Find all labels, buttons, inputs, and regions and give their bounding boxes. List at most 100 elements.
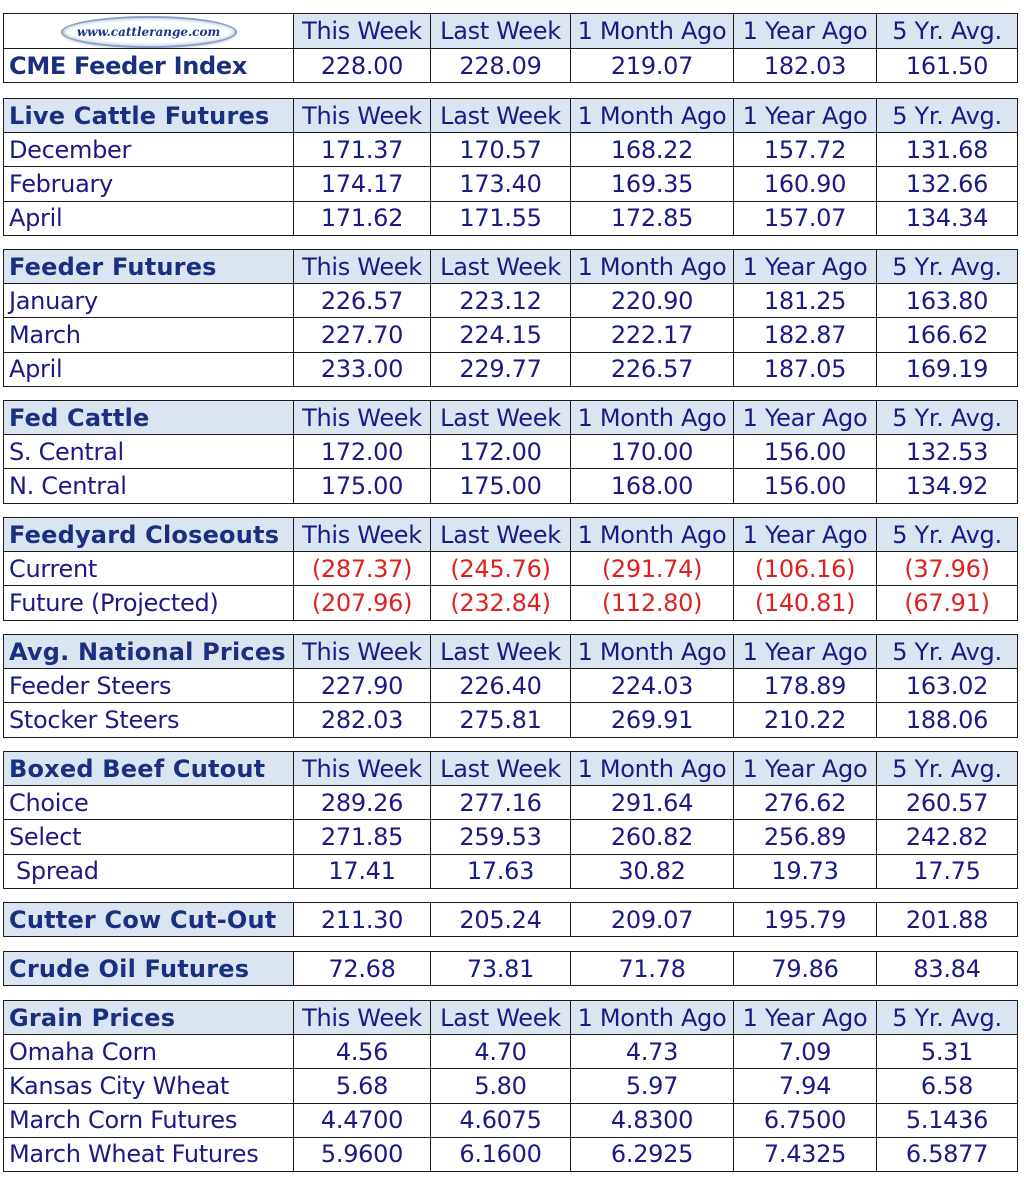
column-header: This Week	[293, 399, 431, 436]
value-cell: 282.03	[293, 702, 431, 738]
section-0: www.cattlerange.com This Week Last Week 1 M…	[3, 13, 1018, 84]
value-cell: 220.90	[570, 283, 734, 319]
column-header: 1 Year Ago	[733, 999, 877, 1036]
column-header: 1 Month Ago	[570, 750, 734, 787]
column-header: 5 Yr. Avg.	[876, 399, 1018, 436]
value-cell: 19.73	[733, 853, 877, 889]
section-title: Cutter Cow Cut-Out	[3, 901, 294, 938]
header-row: Avg. National Prices This Week Last Week 1 …	[3, 633, 1018, 670]
header-row: Boxed Beef Cutout This Week Last Week 1 Mon…	[3, 750, 1018, 787]
value-cell: 233.00	[293, 351, 431, 387]
value-cell: (140.81)	[733, 585, 877, 621]
value-cell: 224.15	[430, 317, 571, 353]
value-cell: 83.84	[876, 950, 1018, 987]
value-cell: 160.90	[733, 166, 877, 202]
section-3: Fed Cattle This Week Last Week 1 Month Ago 1…	[3, 399, 1018, 504]
column-header: This Week	[293, 516, 431, 553]
value-cell: (112.80)	[570, 585, 734, 621]
section-table: Cutter Cow Cut-Out 211.30 205.24 209.07 195.…	[3, 901, 1018, 938]
column-header: Last Week	[430, 999, 571, 1036]
value-cell: 223.12	[430, 283, 571, 319]
column-header: 5 Yr. Avg.	[876, 97, 1018, 134]
section-2: Feeder Futures This Week Last Week 1 Month …	[3, 248, 1018, 387]
value-cell: (287.37)	[293, 551, 431, 587]
value-cell: 227.70	[293, 317, 431, 353]
section-title: CME Feeder Index	[3, 47, 294, 84]
column-header: 1 Year Ago	[733, 516, 877, 553]
column-header: 5 Yr. Avg.	[876, 750, 1018, 787]
column-header: 1 Month Ago	[570, 97, 734, 134]
value-cell: 5.80	[430, 1068, 571, 1104]
table-row: March Wheat Futures 5.9600 6.1600 6.2925 7.4…	[3, 1136, 1018, 1172]
value-cell: (232.84)	[430, 585, 571, 621]
row-label: Select	[3, 819, 294, 855]
column-header: Last Week	[430, 13, 571, 49]
table-row: N. Central 175.00 175.00 168.00 156.00 134.92	[3, 468, 1018, 504]
column-header: 1 Year Ago	[733, 633, 877, 670]
index-row: CME Feeder Index 228.00 228.09 219.07 182.03…	[3, 47, 1018, 84]
column-header: Last Week	[430, 633, 571, 670]
row-label: Kansas City Wheat	[3, 1068, 294, 1104]
value-cell: 6.5877	[876, 1136, 1018, 1172]
value-cell: 182.87	[733, 317, 877, 353]
section-title: Live Cattle Futures	[3, 97, 294, 134]
value-cell: 5.68	[293, 1068, 431, 1104]
row-label: March Wheat Futures	[3, 1136, 294, 1172]
value-cell: (106.16)	[733, 551, 877, 587]
value-cell: 4.6075	[430, 1102, 571, 1138]
row-label: Feeder Steers	[3, 668, 294, 704]
table-row: January 226.57 223.12 220.90 181.25 163.80	[3, 283, 1018, 319]
value-cell: 172.00	[293, 434, 431, 470]
value-cell: 7.4325	[733, 1136, 877, 1172]
value-cell: 222.17	[570, 317, 734, 353]
value-cell: 173.40	[430, 166, 571, 202]
value-cell: 79.86	[733, 950, 877, 987]
value-cell: 134.92	[876, 468, 1018, 504]
logo-cell: www.cattlerange.com	[3, 13, 294, 49]
value-cell: 224.03	[570, 668, 734, 704]
row-label: N. Central	[3, 468, 294, 504]
value-cell: 170.57	[430, 132, 571, 168]
value-cell: 277.16	[430, 785, 571, 821]
section-table: Crude Oil Futures 72.68 73.81 71.78 79.86 83.…	[3, 950, 1018, 987]
table-row: March Corn Futures 4.4700 4.6075 4.8300 6.75…	[3, 1102, 1018, 1138]
row-label: Future (Projected)	[3, 585, 294, 621]
column-header: This Week	[293, 633, 431, 670]
section-table: Boxed Beef Cutout This Week Last Week 1 Mon…	[3, 750, 1018, 889]
value-cell: 175.00	[293, 468, 431, 504]
column-header: 5 Yr. Avg.	[876, 999, 1018, 1036]
section-title: Feeder Futures	[3, 248, 294, 285]
cattlerange-logo: www.cattlerange.com	[60, 16, 237, 48]
value-cell: 157.07	[733, 200, 877, 236]
column-header: This Week	[293, 13, 431, 49]
header-row: Live Cattle Futures This Week Last Week 1 M…	[3, 97, 1018, 134]
column-header: 1 Month Ago	[570, 399, 734, 436]
column-header: 1 Month Ago	[570, 13, 734, 49]
value-cell: 260.57	[876, 785, 1018, 821]
column-header: 5 Yr. Avg.	[876, 13, 1018, 49]
value-cell: 6.2925	[570, 1136, 734, 1172]
value-cell: 205.24	[430, 901, 571, 938]
value-cell: 195.79	[733, 901, 877, 938]
section-7: Cutter Cow Cut-Out 211.30 205.24 209.07 195.…	[3, 901, 1018, 938]
value-cell: 291.64	[570, 785, 734, 821]
row-label: March	[3, 317, 294, 353]
value-cell: 187.05	[733, 351, 877, 387]
section-9: Grain Prices This Week Last Week 1 Month Ag…	[3, 999, 1018, 1172]
section-8: Crude Oil Futures 72.68 73.81 71.78 79.86 83.…	[3, 950, 1018, 987]
table-row: February 174.17 173.40 169.35 160.90 132.66	[3, 166, 1018, 202]
column-header: 1 Year Ago	[733, 13, 877, 49]
row-label: Spread	[3, 853, 294, 889]
value-cell: 72.68	[293, 950, 431, 987]
table-row: March 227.70 224.15 222.17 182.87 166.62	[3, 317, 1018, 353]
value-cell: 6.1600	[430, 1136, 571, 1172]
value-cell: 156.00	[733, 468, 877, 504]
value-cell: 5.1436	[876, 1102, 1018, 1138]
row-label: S. Central	[3, 434, 294, 470]
value-cell: (291.74)	[570, 551, 734, 587]
row-label: April	[3, 351, 294, 387]
table-row: Feeder Steers 227.90 226.40 224.03 178.89 163…	[3, 668, 1018, 704]
value-cell: 17.75	[876, 853, 1018, 889]
value-cell: 211.30	[293, 901, 431, 938]
value-cell: 271.85	[293, 819, 431, 855]
